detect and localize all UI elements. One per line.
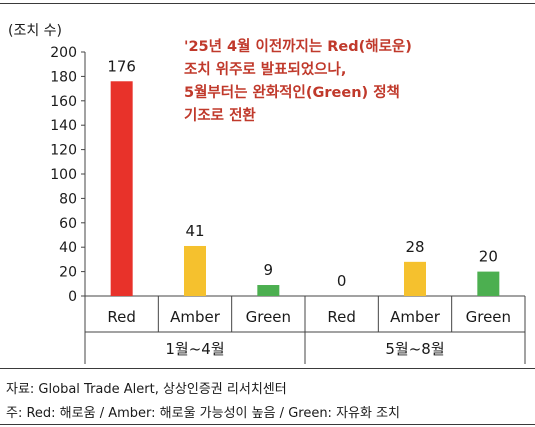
group-label: 5월~8월: [385, 340, 444, 358]
bottom-separator: [0, 424, 535, 425]
bar-red: [110, 81, 133, 296]
bar-value-label: 9: [264, 261, 274, 279]
y-tick-label: 80: [59, 191, 77, 207]
bar-value-label: 0: [337, 272, 347, 290]
category-label: Green: [466, 308, 511, 326]
group-label: 1월~4월: [165, 340, 224, 358]
y-tick-label: 160: [50, 94, 77, 110]
bar-amber: [184, 245, 206, 296]
y-tick-label: 180: [50, 69, 77, 85]
y-tick-label: 120: [50, 143, 77, 159]
bar-amber: [404, 261, 426, 296]
footer-separator: [0, 368, 535, 369]
y-tick-label: 40: [59, 240, 77, 256]
y-tick-label: 20: [59, 265, 77, 281]
y-tick-label: 60: [59, 216, 77, 232]
annotation-line-3: 5월부터는 완화적인(Green) 정책: [184, 85, 400, 101]
legend-note: 주: Red: 해로움 / Amber: 해로울 가능성이 높음 / Green…: [6, 406, 401, 421]
category-label: Amber: [390, 308, 441, 326]
bar-value-label: 28: [405, 238, 424, 256]
bar-value-label: 20: [479, 248, 498, 266]
y-tick-label: 200: [50, 45, 77, 61]
category-label: Amber: [170, 308, 221, 326]
y-unit-label: (조치 수): [8, 23, 62, 39]
y-tick-label: 140: [50, 118, 77, 134]
category-label: Green: [246, 308, 291, 326]
bar-chart: (조치 수)020406080100120140160180200176Red4…: [8, 23, 526, 364]
category-label: Red: [107, 308, 136, 326]
bar-value-label: 176: [107, 57, 136, 75]
y-tick-label: 0: [68, 289, 77, 305]
top-separator: [0, 3, 535, 4]
bar-value-label: 41: [185, 222, 204, 240]
chart-annotation: '25년 4월 이전까지는 Red(해로운) 조치 위주로 발표되었으나, 5월…: [184, 36, 514, 128]
y-tick-label: 100: [50, 167, 77, 183]
bar-green: [477, 271, 500, 296]
source-note: 자료: Global Trade Alert, 상상인증권 리서치센터: [6, 382, 287, 397]
annotation-line-2: 조치 위주로 발표되었으나,: [184, 62, 347, 78]
annotation-line-4: 기조로 전환: [184, 108, 256, 124]
bar-green: [257, 285, 280, 296]
category-label: Red: [327, 308, 356, 326]
annotation-line-1: '25년 4월 이전까지는 Red(해로운): [184, 39, 412, 55]
